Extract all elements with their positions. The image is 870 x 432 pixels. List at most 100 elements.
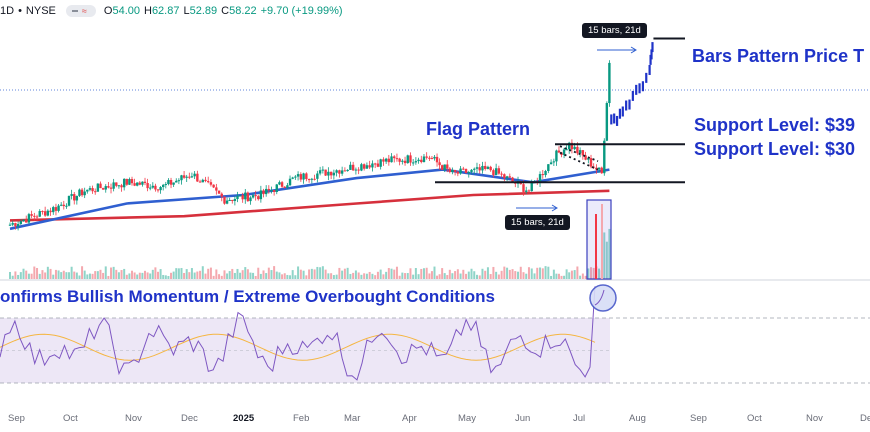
x-axis-label-mar: Mar [344,413,361,424]
timeframe-label[interactable]: 1D [0,5,15,17]
candle-body [188,176,191,178]
candle-body [368,165,371,168]
candle-body [122,178,126,188]
candle-body [406,155,409,164]
candle-body [589,158,593,167]
volume-bar [473,271,476,279]
volume-bar [393,269,396,279]
candle-body [525,190,528,192]
candle-body [318,170,322,174]
candle-body [172,182,175,185]
volume-bar [193,272,196,279]
volume-bar [123,268,126,279]
volume-bar [530,268,533,279]
volume-bar [270,270,273,279]
candle-body [302,173,305,180]
candle-body [600,167,603,174]
volume-bar [120,270,123,279]
candle-body [233,199,237,201]
volume-bar [110,267,113,279]
volume-bar [201,266,204,279]
candle-body [141,181,144,185]
candle-body [470,169,473,173]
candle-body [244,192,247,200]
volume-bar [525,273,528,279]
exchange-label: NYSE [25,5,56,17]
candle-body [527,190,531,192]
volume-bar [330,273,333,279]
volume-bar [164,275,167,279]
volume-bar [349,273,352,279]
volume-bar [390,268,393,279]
volume-bar [486,267,489,279]
candle-body [420,159,423,163]
candle-body [41,211,44,213]
volume-bar [91,273,94,279]
volume-bar [570,270,573,279]
volume-bar [404,273,407,279]
candle-body [109,187,113,189]
volume-bar [533,273,536,279]
candle-body [196,173,199,182]
candle-body [335,170,338,173]
candle-body [35,216,39,218]
volume-bar [398,275,401,279]
candle-body [62,204,65,207]
candle-body [262,190,265,195]
candle-body [581,150,585,156]
candle-body [169,179,173,185]
candle-body [231,199,234,201]
candle-body [608,62,611,104]
volume-bar [83,270,86,279]
rsi-band [0,318,610,383]
candle-body [101,188,105,190]
candle-body [373,163,377,165]
x-axis-label-jun: Jun [515,413,531,424]
symbol-header: 1D • NYSE ≈ O 54.00 H 62.87 L 52.89 C 58.22 … [0,3,347,19]
candle-body [33,215,36,217]
candle-body [246,192,250,202]
volume-bar [38,273,41,279]
volume-bar [70,266,73,279]
support-level-lower-label: Support Level: $30 [694,139,856,159]
high-label: H [143,5,152,17]
volume-bar [360,274,363,279]
volume-bar [190,268,193,279]
rsi-highlight-circle [589,284,617,312]
volume-bar [297,266,300,279]
volume-bar [94,271,97,279]
volume-bar [324,269,327,279]
ma200-line [9,189,610,222]
projection-bar [610,114,613,125]
candle-body [340,170,344,174]
candle-body [241,195,244,200]
volume-bar [241,270,244,279]
x-axis-label-oct-2: Oct [747,413,762,424]
candle-body [272,190,276,192]
candle-body [578,150,582,154]
volume-bar [107,275,110,279]
candle-body [338,170,341,174]
volume-bar [420,268,423,279]
volume-bar [327,273,330,279]
candle-body [38,211,41,217]
candle-body [414,161,418,163]
projection-bar [628,99,631,110]
volume-bar [212,275,215,279]
bars-count-tag-top: 15 bars, 21d [582,23,647,38]
indicator-toggle-icon[interactable]: ≈ [65,5,96,17]
projection-bar [631,90,634,101]
candle-body [115,182,118,186]
volume-bar [223,270,226,279]
volume-bar [136,274,139,279]
candle-body [223,196,226,204]
volume-bar [541,268,544,279]
candle-body [486,166,490,169]
volume-bar [579,275,582,279]
volume-bar [590,267,593,279]
candle-body [475,167,479,169]
volume-bar [443,273,446,279]
candle-body [440,165,444,170]
support-level-upper-label: Support Level: $39 [694,115,856,135]
volume-bar [497,274,500,279]
